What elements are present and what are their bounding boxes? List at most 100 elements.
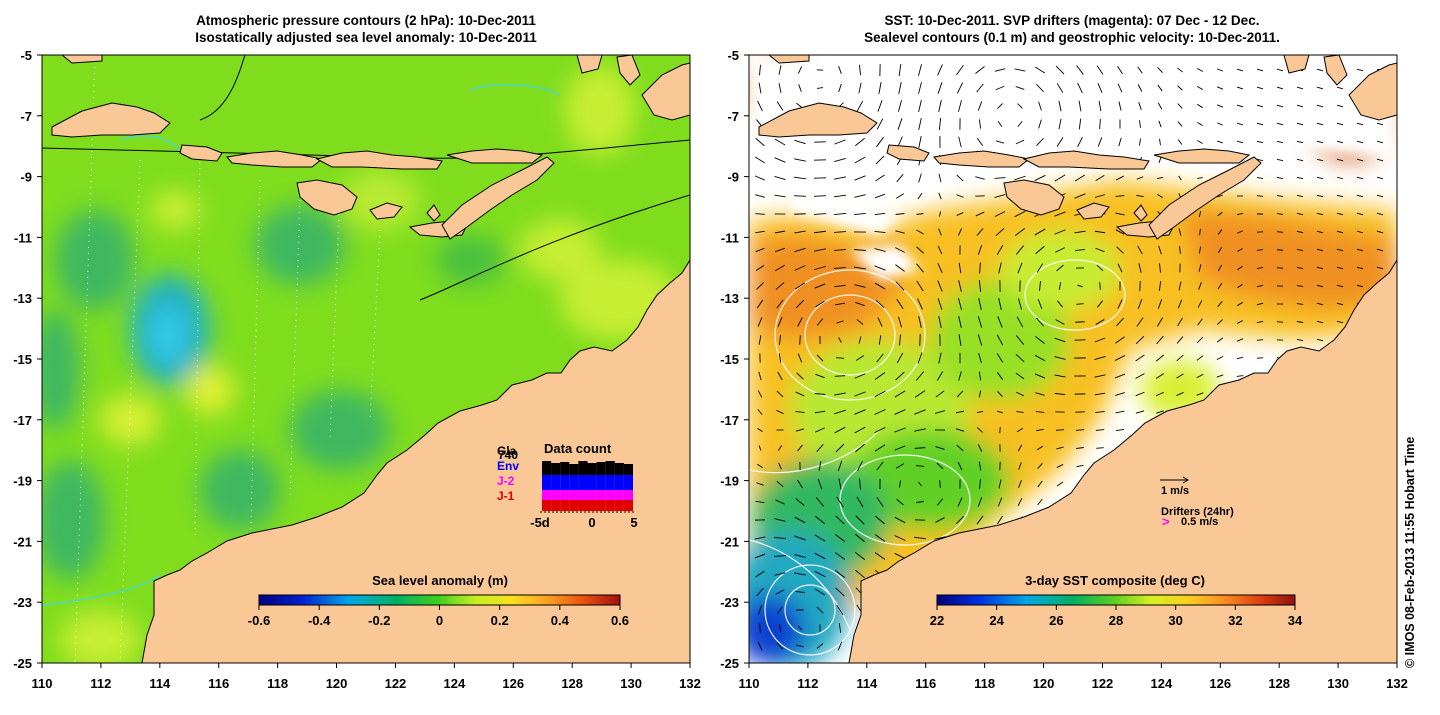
data-count-bar-segment (542, 461, 551, 475)
y-tick-label: -19 (13, 474, 32, 489)
colorbar-tick-label: 28 (1109, 613, 1123, 628)
data-count-bars (542, 461, 633, 511)
x-tick-label: 128 (561, 676, 583, 691)
right-panel: SST: 10-Dec-2011. SVP drifters (magenta)… (720, 13, 1408, 691)
data-count-bar-segment (542, 500, 551, 511)
x-tick-label: 132 (1386, 676, 1408, 691)
colorbar-tick-label: 30 (1168, 613, 1182, 628)
velocity-arrow (920, 334, 921, 346)
y-tick-label: -11 (721, 230, 739, 245)
data-count-bar-segment (578, 490, 587, 500)
x-tick-label: 122 (385, 676, 407, 691)
data-count-bar-segment (597, 475, 606, 490)
data-count-bar-segment (551, 500, 560, 511)
x-tick-label: 124 (444, 676, 466, 691)
data-count-bar-segment (588, 500, 597, 511)
velocity-arrow (1277, 250, 1283, 251)
x-tick-label: 112 (797, 676, 818, 691)
data-count-bar-segment (588, 475, 597, 490)
colorbar-tick-label: 0 (436, 613, 443, 628)
colorbar-tick-label: -0.2 (368, 613, 390, 628)
left-map (30, 55, 690, 670)
data-count-bar-segment (615, 500, 624, 511)
data-count-legend-env: Env (497, 459, 519, 473)
data-count-bar-segment (597, 500, 606, 511)
y-tick-label: -9 (727, 170, 739, 185)
x-tick-label: 116 (208, 676, 229, 691)
left-panel: Atmospheric pressure contours (2 hPa): 1… (13, 13, 701, 691)
velocity-scale-label: 1 m/s (1161, 485, 1189, 497)
colorbar-tick-label: -0.4 (308, 613, 331, 628)
x-tick-label: 120 (326, 676, 348, 691)
data-count-bar-segment (560, 500, 569, 511)
y-tick-label: -13 (720, 291, 739, 306)
left-title-line1: Atmospheric pressure contours (2 hPa): 1… (196, 13, 536, 28)
data-count-legend-j1: J-1 (497, 489, 515, 503)
x-tick-label: 128 (1268, 676, 1290, 691)
data-count-bar-segment (624, 475, 633, 490)
x-tick-label: 114 (856, 676, 878, 691)
y-tick-label: -11 (14, 230, 32, 245)
colorbar-tick-label: 0.2 (491, 613, 509, 628)
left-y-axis: -5-7-9-11-13-15-17-19-21-23-25 (13, 48, 42, 671)
y-tick-label: -21 (13, 534, 32, 549)
sla-colorbar-ramp (259, 595, 620, 605)
data-count-bar-segment (542, 490, 551, 500)
data-count-bar-segment (597, 490, 606, 500)
data-count-bar-segment (588, 490, 597, 500)
y-tick-label: -7 (727, 109, 739, 124)
y-tick-label: -21 (720, 534, 739, 549)
left-title-line2: Isostatically adjusted sea level anomaly… (195, 30, 537, 45)
x-tick-label: 124 (1151, 676, 1173, 691)
data-count-bar-segment (606, 475, 615, 490)
y-tick-label: -15 (13, 352, 32, 367)
y-tick-label: -17 (720, 413, 739, 428)
y-tick-label: -13 (13, 291, 32, 306)
velocity-arrow (794, 214, 805, 215)
x-tick-label: 118 (974, 676, 995, 691)
data-count-bar-segment (560, 475, 569, 490)
x-tick-label: 120 (1033, 676, 1055, 691)
colorbar-tick-label: 24 (989, 613, 1004, 628)
velocity-arrow (836, 358, 844, 359)
y-tick-label: -23 (13, 595, 32, 610)
colorbar-tick-label: 22 (930, 613, 944, 628)
velocity-arrow (755, 214, 765, 215)
colorbar-tick-label: 26 (1049, 613, 1063, 628)
data-count-bar-segment (588, 463, 597, 475)
x-tick-label: 110 (32, 676, 53, 691)
data-count-bar-segment (569, 475, 578, 490)
right-title-line2: Sealevel contours (0.1 m) and geostrophi… (864, 30, 1280, 45)
data-count-bar-segment (560, 490, 569, 500)
y-tick-label: -25 (720, 656, 739, 671)
data-count-bar-segment (624, 490, 633, 500)
data-count-bar-segment (569, 500, 578, 511)
velocity-arrow (794, 196, 806, 197)
data-count-bar-segment (606, 500, 615, 511)
data-count-bar-segment (551, 463, 560, 475)
data-count-bar-segment (578, 461, 587, 475)
y-tick-label: -19 (720, 474, 739, 489)
colorbar-tick-label: 32 (1228, 613, 1242, 628)
y-tick-label: -25 (13, 656, 32, 671)
velocity-arrow (916, 466, 924, 467)
y-tick-label: -15 (720, 352, 739, 367)
x-tick-label: 126 (1209, 676, 1231, 691)
x-tick-label: 130 (620, 676, 642, 691)
drifters-speed-label: 0.5 m/s (1181, 516, 1218, 528)
data-count-title: Data count (544, 441, 612, 456)
sst-colorbar-ramp (937, 595, 1295, 605)
x-tick-label: 122 (1092, 676, 1114, 691)
data-count-bar-segment (615, 490, 624, 500)
data-count-bar-segment (606, 490, 615, 500)
sst-colorbar-title: 3-day SST composite (deg C) (1025, 573, 1205, 588)
data-count-bar-segment (578, 475, 587, 490)
x-tick-label: 112 (90, 676, 111, 691)
colorbar-tick-label: -0.6 (248, 613, 270, 628)
data-count-bar-segment (569, 464, 578, 475)
data-count-bar-segment (542, 475, 551, 490)
right-title-line1: SST: 10-Dec-2011. SVP drifters (magenta)… (885, 13, 1260, 28)
y-tick-label: -23 (720, 595, 739, 610)
